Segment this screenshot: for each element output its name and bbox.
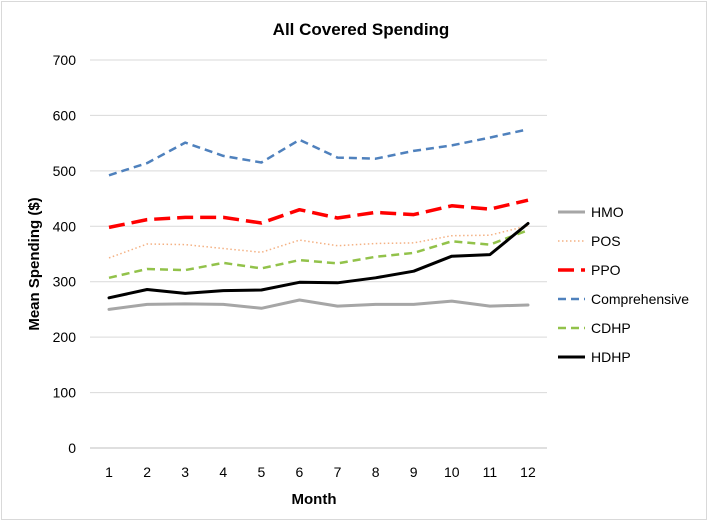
x-tick-label: 9	[410, 464, 418, 480]
legend-item-ppo: PPO	[558, 262, 621, 278]
gridlines	[90, 59, 547, 394]
y-tick-label: 100	[53, 385, 77, 401]
legend-item-hmo: HMO	[558, 204, 624, 220]
y-axis-title: Mean Spending ($)	[26, 197, 43, 330]
x-tick-label: 3	[181, 464, 189, 480]
y-tick-label: 200	[53, 329, 77, 345]
series-line-hdhp	[107, 222, 530, 300]
x-tick-label: 2	[143, 464, 151, 480]
x-axis-title: Month	[292, 491, 337, 508]
x-tick-label: 6	[296, 464, 304, 480]
x-tick-label: 12	[520, 464, 536, 480]
y-tick-label: 300	[53, 274, 77, 290]
x-tick-label: 5	[257, 464, 265, 480]
legend: HMO POS PPO Comprehensive CDHP HDHP	[558, 204, 689, 365]
legend-item-hdhp: HDHP	[558, 349, 631, 365]
legend-item-pos: POS	[558, 233, 621, 249]
legend-item-cdhp: CDHP	[558, 320, 631, 336]
legend-label: PPO	[591, 262, 621, 278]
series-line-hmo	[107, 298, 530, 311]
series-line-comprehensive	[108, 128, 529, 177]
series-lines	[107, 128, 530, 311]
x-tick-label: 10	[444, 464, 460, 480]
legend-item-comprehensive: Comprehensive	[558, 291, 689, 307]
legend-label: HDHP	[591, 349, 631, 365]
legend-label: CDHP	[591, 320, 631, 336]
series-line-ppo	[108, 198, 529, 230]
y-tick-label: 400	[53, 218, 77, 234]
y-tick-label: 500	[53, 163, 77, 179]
y-tick-label: 600	[53, 107, 77, 123]
chart-title: All Covered Spending	[273, 20, 450, 39]
legend-label: POS	[591, 233, 621, 249]
x-tick-label: 11	[483, 464, 498, 480]
series-line-pos	[108, 224, 529, 259]
y-tick-label: 700	[53, 52, 77, 68]
x-tick-label: 7	[334, 464, 342, 480]
series-line-cdhp	[108, 229, 529, 280]
y-tick-label: 0	[68, 440, 76, 456]
x-tick-label: 1	[105, 464, 113, 480]
legend-label: Comprehensive	[591, 291, 689, 307]
x-tick-label: 8	[372, 464, 380, 480]
x-tick-label: 4	[219, 464, 227, 480]
legend-label: HMO	[591, 204, 624, 220]
